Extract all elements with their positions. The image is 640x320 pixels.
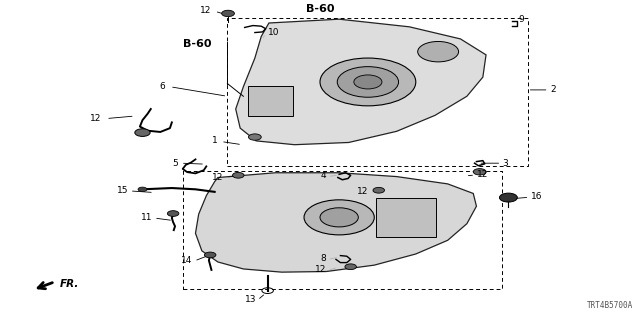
Text: 16: 16 [531, 192, 542, 201]
Text: TRT4B5700A: TRT4B5700A [587, 301, 633, 310]
Text: 2: 2 [550, 85, 556, 94]
Circle shape [320, 208, 358, 227]
Text: 12: 12 [90, 114, 102, 123]
Polygon shape [236, 19, 486, 145]
Circle shape [345, 264, 356, 270]
Circle shape [473, 169, 486, 175]
Circle shape [135, 129, 150, 136]
Text: 4: 4 [321, 172, 326, 180]
Circle shape [204, 252, 216, 258]
Circle shape [138, 187, 147, 192]
Text: 10: 10 [268, 28, 279, 37]
Text: 11: 11 [141, 213, 153, 222]
Circle shape [320, 58, 416, 106]
Text: 3: 3 [502, 159, 508, 168]
Circle shape [337, 67, 399, 97]
Text: 12: 12 [476, 170, 488, 179]
Circle shape [248, 134, 261, 140]
Circle shape [373, 188, 385, 193]
Text: FR.: FR. [60, 279, 79, 289]
Circle shape [232, 172, 244, 178]
Text: 12: 12 [200, 6, 211, 15]
Circle shape [304, 200, 374, 235]
Text: 1: 1 [212, 136, 218, 145]
Text: 14: 14 [181, 256, 192, 265]
Text: 12: 12 [315, 265, 326, 275]
Text: 9: 9 [518, 15, 524, 24]
Text: 12: 12 [356, 188, 368, 196]
Text: 8: 8 [321, 254, 326, 263]
Text: B-60: B-60 [306, 4, 334, 14]
Circle shape [354, 75, 382, 89]
Text: 6: 6 [160, 82, 166, 91]
FancyBboxPatch shape [376, 197, 436, 237]
Circle shape [418, 42, 459, 62]
Polygon shape [195, 173, 476, 272]
Text: 5: 5 [172, 159, 178, 168]
FancyBboxPatch shape [248, 86, 292, 116]
Text: 13: 13 [244, 295, 256, 304]
Circle shape [221, 10, 234, 17]
Circle shape [499, 193, 517, 202]
Circle shape [168, 211, 179, 216]
Text: 12: 12 [212, 173, 223, 182]
Text: 15: 15 [117, 186, 129, 195]
Text: B-60: B-60 [182, 39, 211, 49]
